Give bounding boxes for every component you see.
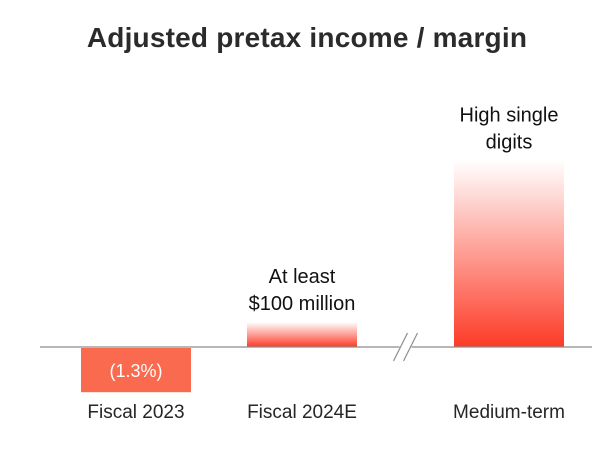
annotation-medium-term-line-1: High single — [460, 104, 559, 126]
annotation-fiscal-2024e-line-2: $100 million — [249, 293, 356, 315]
bar-fiscal-2023 — [81, 348, 191, 393]
annotation-fiscal-2024e-line-1: At least — [269, 266, 336, 288]
category-label-medium-term: Medium-term — [453, 402, 565, 423]
category-label-fiscal-2023: Fiscal 2023 — [87, 402, 184, 423]
value-label-fiscal-2023: (1.3%) — [109, 361, 162, 381]
bar-medium-term — [454, 160, 564, 347]
annotation-medium-term-line-2: digits — [486, 131, 533, 153]
axis-break-gap — [399, 344, 412, 350]
axis-break-slash-2 — [402, 332, 419, 362]
bar-fiscal-2024e — [247, 322, 357, 347]
axis-break-slash-1 — [392, 332, 409, 362]
category-label-fiscal-2024e: Fiscal 2024E — [247, 402, 357, 423]
chart-title: Adjusted pretax income / margin — [86, 22, 528, 53]
axis-break-marker — [392, 332, 419, 362]
